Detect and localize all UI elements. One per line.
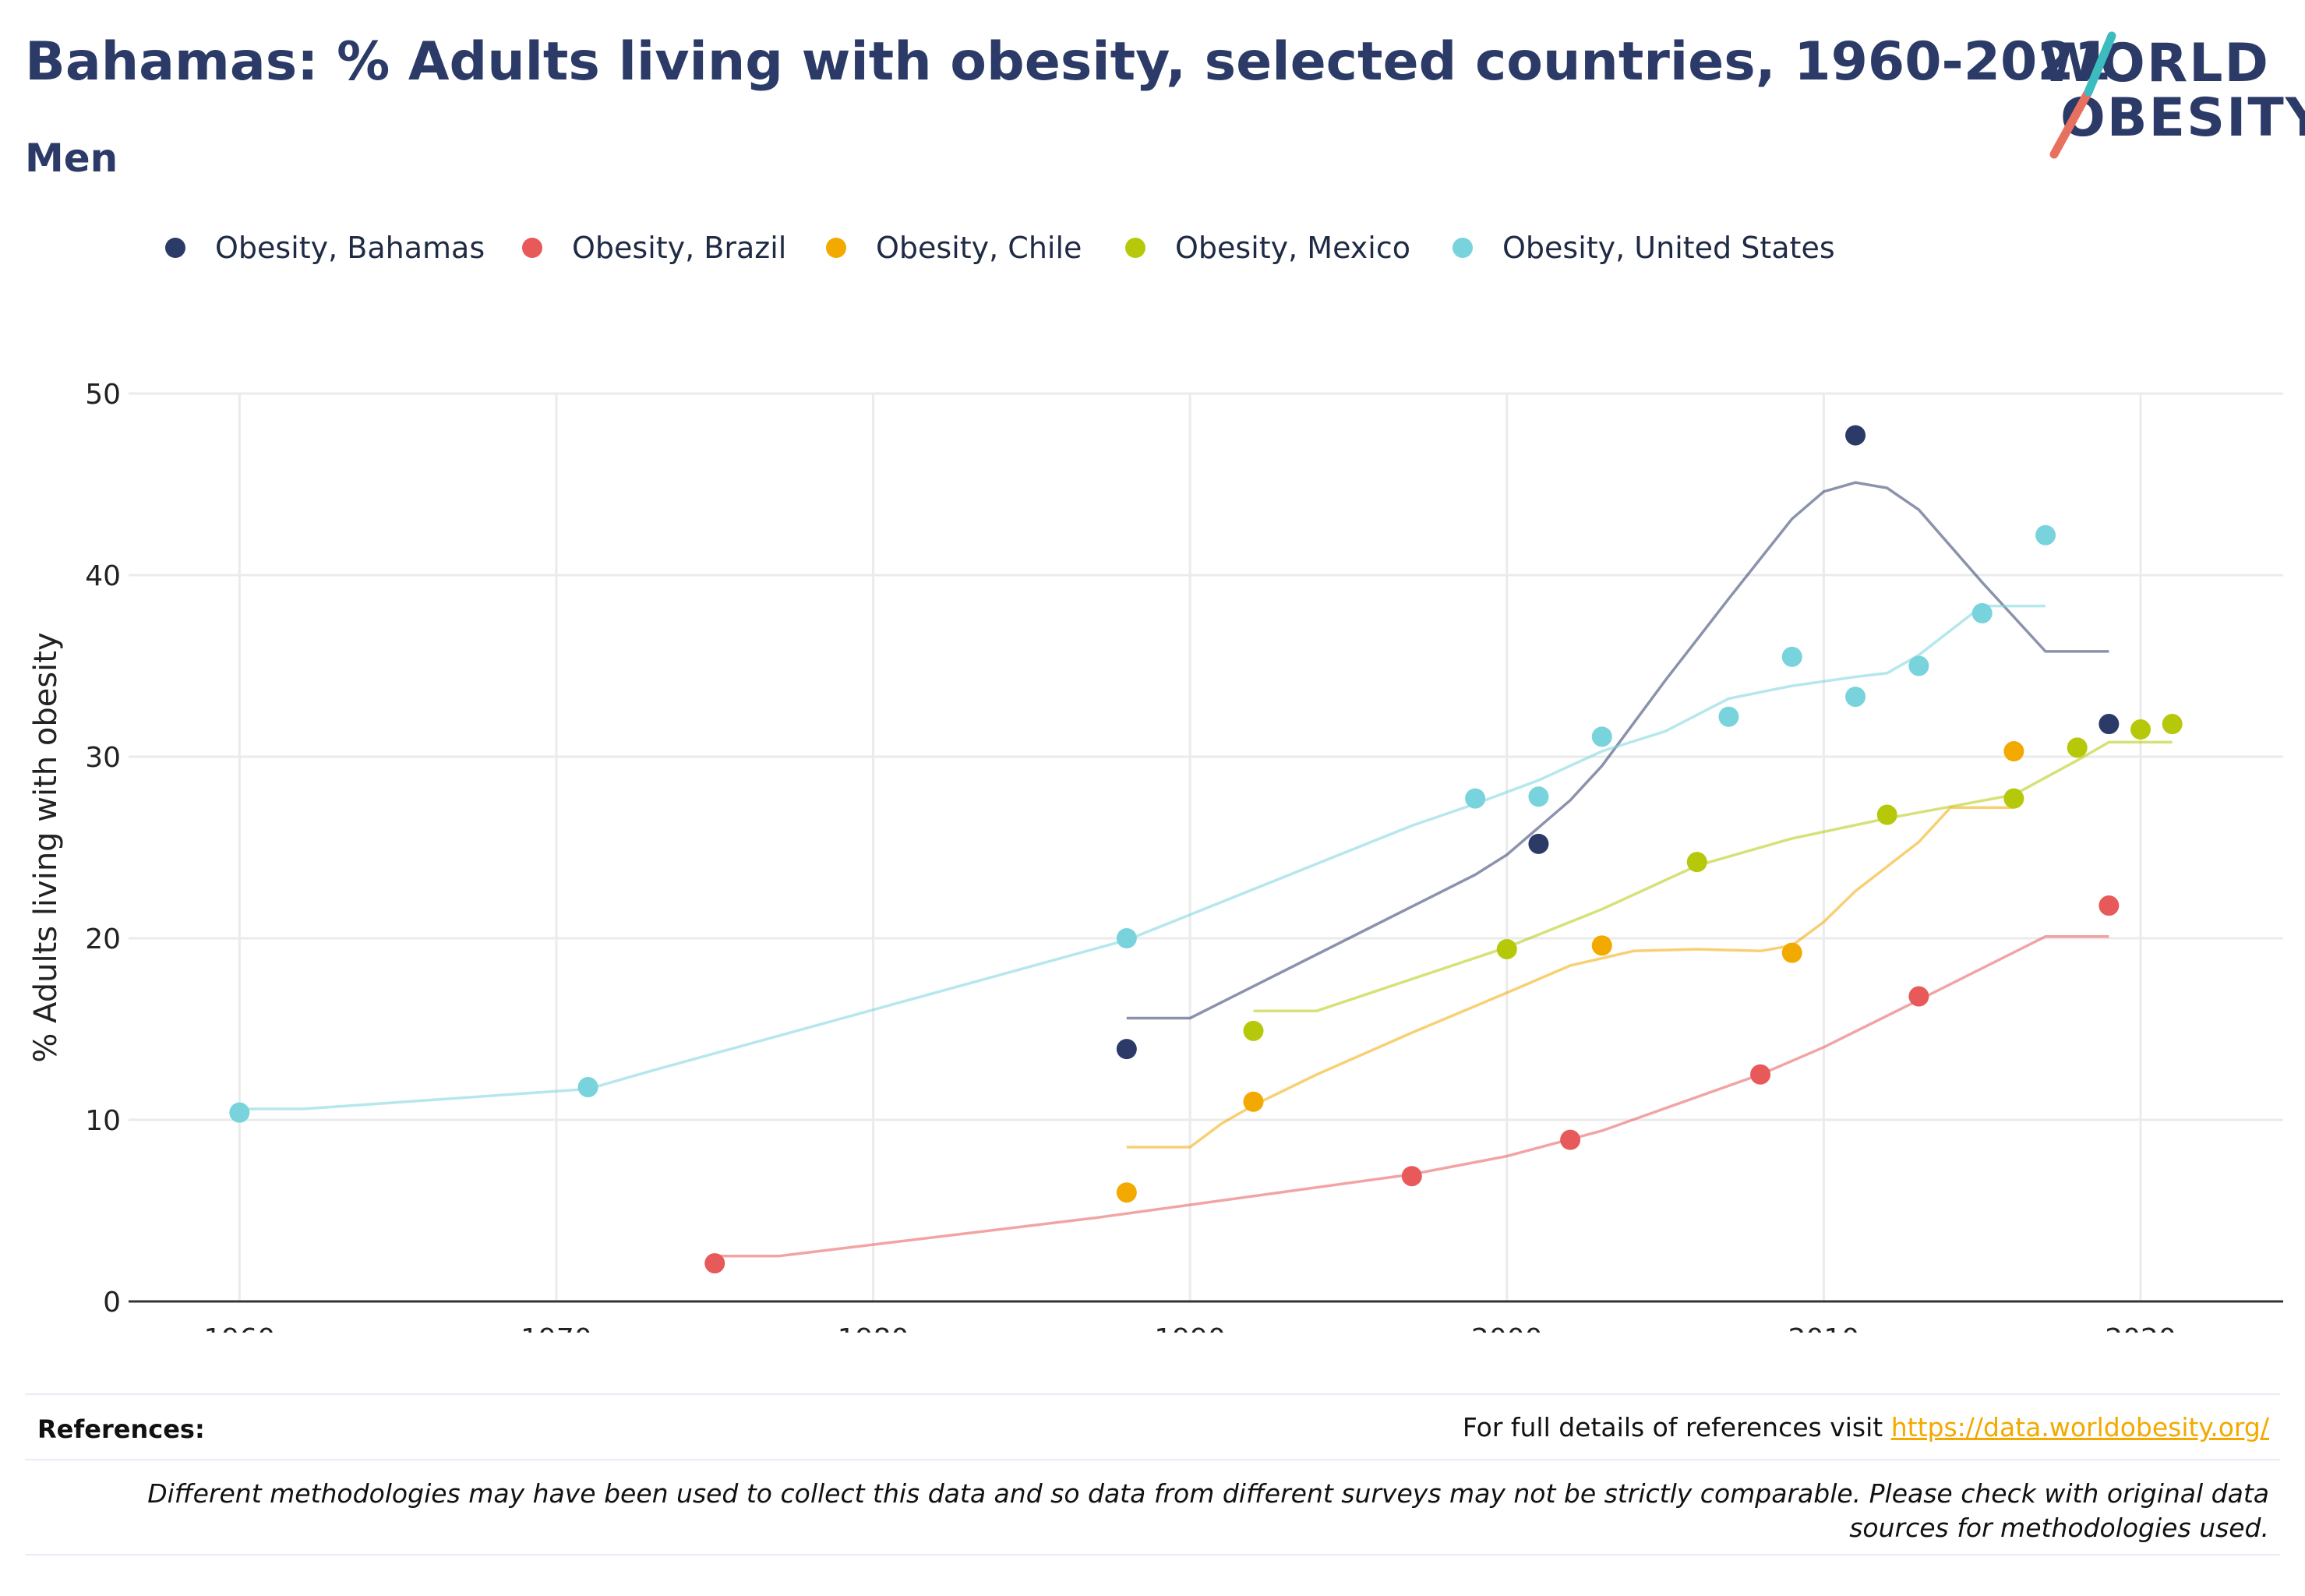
data-point xyxy=(2003,788,2024,809)
references-text: For full details of references visit htt… xyxy=(1463,1412,2269,1442)
y-tick-label: 0 xyxy=(103,1287,121,1319)
legend-item-united-states[interactable]: Obesity, United States xyxy=(1453,231,1835,265)
references-link[interactable]: https://data.worldobesity.org/ xyxy=(1890,1412,2269,1442)
legend-label: Obesity, Brazil xyxy=(572,231,787,265)
y-tick-label: 30 xyxy=(85,742,121,774)
data-point xyxy=(2003,741,2024,762)
legend-label: Obesity, Bahamas xyxy=(215,231,485,265)
legend-marker-icon xyxy=(1453,238,1473,258)
data-point xyxy=(1845,425,1866,446)
x-tick-label: 1960 xyxy=(204,1323,276,1333)
data-point xyxy=(1971,602,1993,623)
legend-label: Obesity, United States xyxy=(1502,231,1835,265)
series-group xyxy=(704,895,2120,1274)
legend-marker-icon xyxy=(1125,238,1145,258)
data-point xyxy=(229,1102,250,1123)
data-point xyxy=(1908,986,1929,1007)
footer-divider xyxy=(25,1393,2280,1395)
y-tick-label: 20 xyxy=(85,923,121,955)
data-point xyxy=(577,1077,598,1098)
data-point xyxy=(2099,895,2120,916)
data-point xyxy=(2035,524,2056,546)
data-point xyxy=(2162,714,2183,735)
legend-label: Obesity, Chile xyxy=(876,231,1082,265)
logo-word-2: OBESITY xyxy=(2060,87,2305,149)
methodology-disclaimer: Different methodologies may have been us… xyxy=(147,1478,2269,1543)
series-group xyxy=(1116,425,2120,1060)
legend-item-brazil[interactable]: Obesity, Brazil xyxy=(522,231,786,265)
x-tick-label: 2020 xyxy=(2105,1323,2176,1333)
y-tick-label: 50 xyxy=(85,379,121,411)
data-point xyxy=(1781,646,1802,667)
legend-item-bahamas[interactable]: Obesity, Bahamas xyxy=(165,231,485,265)
data-point xyxy=(1908,655,1929,676)
data-point xyxy=(1243,1020,1264,1041)
logo-slash-icon xyxy=(2049,31,2116,159)
trend-line xyxy=(715,934,2109,1258)
data-point xyxy=(704,1253,725,1274)
legend-item-mexico[interactable]: Obesity, Mexico xyxy=(1125,231,1410,265)
data-point xyxy=(2067,737,2088,758)
data-point xyxy=(1528,786,1549,807)
logo-word-1: WORLD xyxy=(2040,33,2270,94)
references-label: References: xyxy=(37,1414,205,1444)
data-point xyxy=(1876,804,1897,825)
y-tick-label: 10 xyxy=(85,1105,121,1137)
data-point xyxy=(1750,1064,1771,1085)
data-point xyxy=(1116,928,1137,948)
data-point xyxy=(1116,1182,1137,1203)
x-tick-label: 2000 xyxy=(1471,1323,1543,1333)
legend-marker-icon xyxy=(826,238,846,258)
data-point xyxy=(2130,719,2151,740)
trend-line xyxy=(1126,806,2014,1149)
data-point xyxy=(1401,1166,1422,1187)
world-obesity-logo: WORLD OBESITY xyxy=(2026,31,2305,171)
page-title: Bahamas: % Adults living with obesity, s… xyxy=(25,31,2112,93)
data-point xyxy=(1591,726,1612,747)
data-point xyxy=(1686,852,1707,873)
data-point xyxy=(1591,935,1612,956)
x-tick-label: 1970 xyxy=(521,1323,592,1333)
y-axis-label: % Adults living with obesity xyxy=(28,632,64,1062)
footer-divider xyxy=(25,1554,2280,1555)
data-point xyxy=(1845,687,1866,708)
grid-lines xyxy=(129,392,2283,1301)
x-tick-label: 1990 xyxy=(1154,1323,1226,1333)
y-tick-label: 40 xyxy=(85,560,121,592)
data-point xyxy=(1781,942,1802,963)
references-prefix: For full details of references visit xyxy=(1462,1412,1891,1442)
legend-label: Obesity, Mexico xyxy=(1175,231,1410,265)
data-point xyxy=(1560,1129,1581,1150)
series-group xyxy=(229,524,2056,1123)
trend-line xyxy=(1126,481,2109,1020)
x-tick-label: 1980 xyxy=(838,1323,909,1333)
trend-line xyxy=(1253,740,2173,1012)
page-subtitle: Men xyxy=(25,136,118,181)
x-tick-label: 2010 xyxy=(1788,1323,1860,1333)
data-point xyxy=(1465,788,1486,809)
data-point xyxy=(1718,706,1739,727)
obesity-chart: 0 10 20 30 40 50 1960 1970 1980 1990 2000 2010 2020%… xyxy=(28,379,2283,1333)
trend-line xyxy=(239,604,2046,1110)
legend-marker-icon xyxy=(522,238,542,258)
data-point xyxy=(1528,833,1549,854)
data-point xyxy=(2099,714,2120,735)
legend-item-chile[interactable]: Obesity, Chile xyxy=(826,231,1082,265)
legend-marker-icon xyxy=(165,238,185,258)
data-point xyxy=(1243,1091,1264,1112)
data-point xyxy=(1496,938,1517,959)
data-point xyxy=(1116,1039,1137,1060)
footer-divider xyxy=(25,1459,2280,1460)
series-group xyxy=(1116,741,2024,1203)
series-group xyxy=(1243,714,2183,1041)
